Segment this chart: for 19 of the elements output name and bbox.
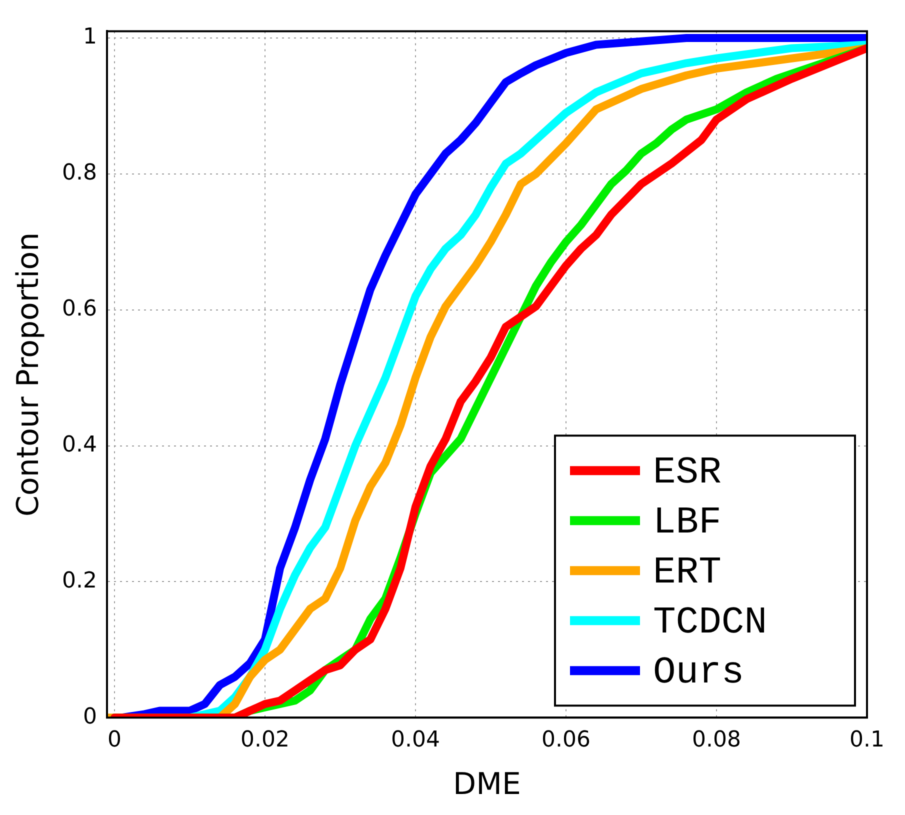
- y-tick-label: 0.8: [62, 160, 97, 186]
- x-axis-title: DME: [453, 766, 521, 802]
- x-tick-label: 0.1: [850, 728, 884, 753]
- y-axis-title: Contour Proportion: [10, 232, 46, 516]
- x-tick-label: 0.04: [391, 728, 440, 753]
- x-tick-label: 0.06: [542, 728, 590, 753]
- x-tick-label: 0: [108, 728, 122, 753]
- y-tick-label: 0: [82, 704, 97, 730]
- legend-label: ERT: [653, 552, 722, 595]
- legend-label: Ours: [653, 652, 744, 695]
- legend-label: TCDCN: [653, 602, 768, 645]
- y-tick-label: 0.2: [62, 568, 97, 594]
- y-tick-label: 0.4: [62, 432, 97, 458]
- legend-label: LBF: [653, 502, 722, 545]
- y-tick-label: 1: [82, 24, 97, 50]
- legend-label: ESR: [653, 452, 722, 495]
- y-tick-label: 0.6: [62, 296, 97, 322]
- x-tick-label: 0.08: [692, 728, 741, 753]
- x-tick-label: 0.02: [240, 728, 290, 753]
